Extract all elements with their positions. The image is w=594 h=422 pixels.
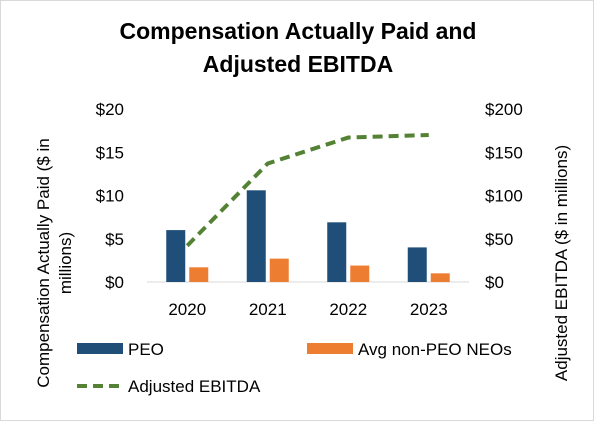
right-tick-label: $100 bbox=[485, 187, 523, 206]
x-tick-label: 2021 bbox=[249, 300, 287, 319]
left-axis-ticks: $0 $5 $10 $15 $20 bbox=[96, 100, 124, 292]
chart-title-line2: Adjusted EBITDA bbox=[202, 51, 394, 77]
x-tick-label: 2023 bbox=[410, 300, 448, 319]
legend-swatch bbox=[77, 343, 123, 354]
bar-peo-2023 bbox=[407, 247, 427, 282]
right-tick-label: $50 bbox=[485, 230, 513, 249]
left-axis-title-line1: Compensation Actually Paid ($ in bbox=[34, 138, 53, 387]
legend: PEO Avg non-PEO NEOs Adjusted EBITDA bbox=[77, 340, 512, 396]
left-tick-label: $15 bbox=[96, 143, 124, 162]
x-axis-labels: 2020 2021 2022 2023 bbox=[168, 300, 447, 319]
legend-swatch bbox=[307, 343, 353, 354]
right-axis-ticks: $0 $50 $100 $150 $200 bbox=[485, 100, 523, 292]
bars bbox=[166, 190, 450, 282]
chart-title-line1: Compensation Actually Paid and bbox=[119, 18, 477, 44]
legend-label: Avg non-PEO NEOs bbox=[358, 340, 512, 359]
bar-peo-2020 bbox=[166, 230, 186, 282]
bar-avg-non-peo-neos-2022 bbox=[350, 265, 370, 282]
right-tick-label: $200 bbox=[485, 100, 523, 119]
bar-avg-non-peo-neos-2023 bbox=[430, 273, 450, 282]
x-tick-label: 2022 bbox=[329, 300, 367, 319]
bar-peo-2022 bbox=[327, 222, 347, 282]
right-axis-title: Adjusted EBITDA ($ in millions) bbox=[552, 145, 571, 381]
line-adjusted-ebitda bbox=[185, 132, 429, 248]
left-tick-label: $5 bbox=[105, 230, 124, 249]
chart-title: Compensation Actually Paid and Adjusted … bbox=[1, 15, 594, 81]
left-tick-label: $0 bbox=[105, 273, 124, 292]
bar-avg-non-peo-neos-2020 bbox=[189, 267, 209, 282]
legend-label: PEO bbox=[128, 340, 164, 359]
left-tick-label: $10 bbox=[96, 187, 124, 206]
left-tick-label: $20 bbox=[96, 100, 124, 119]
bar-peo-2021 bbox=[246, 190, 266, 282]
bar-avg-non-peo-neos-2021 bbox=[269, 258, 289, 282]
x-tick-label: 2020 bbox=[168, 300, 206, 319]
right-tick-label: $150 bbox=[485, 143, 523, 162]
right-tick-label: $0 bbox=[485, 273, 504, 292]
line-series bbox=[185, 132, 429, 248]
legend-label: Adjusted EBITDA bbox=[128, 377, 261, 396]
left-axis-title-line2: millions) bbox=[56, 232, 75, 294]
